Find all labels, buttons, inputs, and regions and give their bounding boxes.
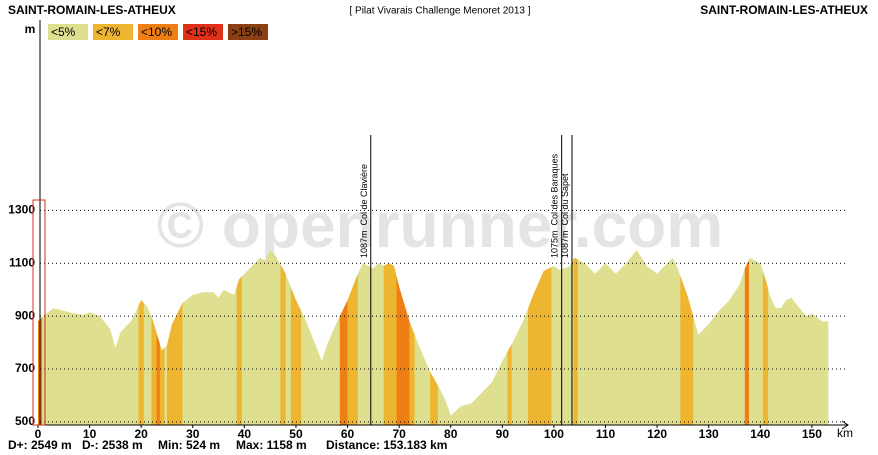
x-tick-label: 90 bbox=[496, 427, 510, 441]
stat: Min: 524 m bbox=[158, 438, 220, 452]
chart-title: [ Pilat Vivarais Challenge Menoret 2013 … bbox=[349, 6, 530, 17]
end-label: SAINT-ROMAIN-LES-ATHEUX bbox=[700, 3, 868, 17]
legend-swatch bbox=[138, 24, 178, 40]
legend-label: >15% bbox=[231, 25, 262, 39]
gradient-segment bbox=[236, 276, 242, 425]
gradient-segment bbox=[762, 271, 769, 425]
x-tick-label: 140 bbox=[750, 427, 770, 441]
stat: D-: 2538 m bbox=[82, 438, 143, 452]
legend-swatch bbox=[93, 24, 133, 40]
stat: D+: 2549 m bbox=[8, 438, 72, 452]
y-tick-label: 500 bbox=[15, 414, 35, 428]
gradient-segment bbox=[528, 267, 552, 425]
x-axis-arrow bbox=[841, 420, 849, 430]
x-tick-label: 80 bbox=[444, 427, 458, 441]
gradient-segment bbox=[507, 344, 512, 425]
pass-elevation: 1087m bbox=[560, 230, 570, 258]
legend-label: <5% bbox=[51, 25, 76, 39]
x-tick-label: 100 bbox=[544, 427, 564, 441]
start-marker bbox=[32, 199, 46, 426]
y-tick-label: 1100 bbox=[9, 255, 35, 269]
legend-label: <15% bbox=[186, 25, 217, 39]
x-tick-label: 150 bbox=[802, 427, 822, 441]
legend-swatch bbox=[228, 24, 268, 40]
stat: Max: 1158 m bbox=[236, 438, 307, 452]
x-tick-label: 70 bbox=[392, 427, 406, 441]
x-tick-label: 120 bbox=[647, 427, 667, 441]
x-tick-label: 40 bbox=[238, 427, 252, 441]
pass-name: Col du Sapet bbox=[560, 173, 570, 226]
x-tick-label: 50 bbox=[289, 427, 303, 441]
y-unit: m bbox=[25, 22, 36, 36]
pass-name: Col des Baraques bbox=[550, 153, 560, 225]
gradient-segment bbox=[744, 260, 749, 425]
legend-label: <10% bbox=[141, 25, 172, 39]
pass-elevation: 1075m bbox=[550, 230, 560, 258]
elevation-area bbox=[38, 249, 829, 425]
pass-label: 1087m Col de Clavière bbox=[359, 164, 369, 258]
watermark: © openrunner.com bbox=[157, 189, 723, 261]
gradient-segment bbox=[396, 276, 410, 425]
gradient-segment bbox=[339, 300, 348, 425]
x-tick-label: 20 bbox=[135, 427, 149, 441]
pass-label: 1075m Col des Baraques bbox=[550, 153, 560, 258]
y-tick-label: 700 bbox=[15, 361, 35, 375]
pass-elevation: 1087m bbox=[359, 230, 369, 258]
gradient-segment bbox=[156, 333, 160, 425]
pass-label: 1087m Col du Sapet bbox=[560, 173, 570, 258]
gradient-segment bbox=[138, 300, 144, 425]
legend-label: <7% bbox=[96, 25, 121, 39]
gradient-segment bbox=[280, 264, 286, 425]
gradient-segment bbox=[347, 273, 358, 425]
stat: Distance: 153.183 km bbox=[326, 438, 447, 452]
x-tick-label: 30 bbox=[186, 427, 200, 441]
gradient-segment bbox=[430, 371, 438, 425]
x-tick-label: 130 bbox=[699, 427, 719, 441]
gradient-segment bbox=[680, 275, 694, 425]
y-tick-label: 900 bbox=[15, 308, 35, 322]
gradient-segment bbox=[573, 257, 578, 425]
pass-name: Col de Clavière bbox=[359, 164, 369, 226]
y-tick-label: 1300 bbox=[8, 203, 35, 217]
start-label: SAINT-ROMAIN-LES-ATHEUX bbox=[8, 3, 176, 17]
x-tick-label: 10 bbox=[83, 427, 97, 441]
x-tick-label: 0 bbox=[35, 427, 42, 441]
legend-swatch bbox=[183, 24, 223, 40]
gradient-segment bbox=[166, 302, 183, 425]
gradient-segment bbox=[290, 287, 302, 425]
x-unit: km bbox=[837, 426, 853, 440]
legend-swatch bbox=[48, 24, 88, 40]
x-tick-label: 110 bbox=[596, 427, 616, 441]
x-tick-label: 60 bbox=[341, 427, 355, 441]
